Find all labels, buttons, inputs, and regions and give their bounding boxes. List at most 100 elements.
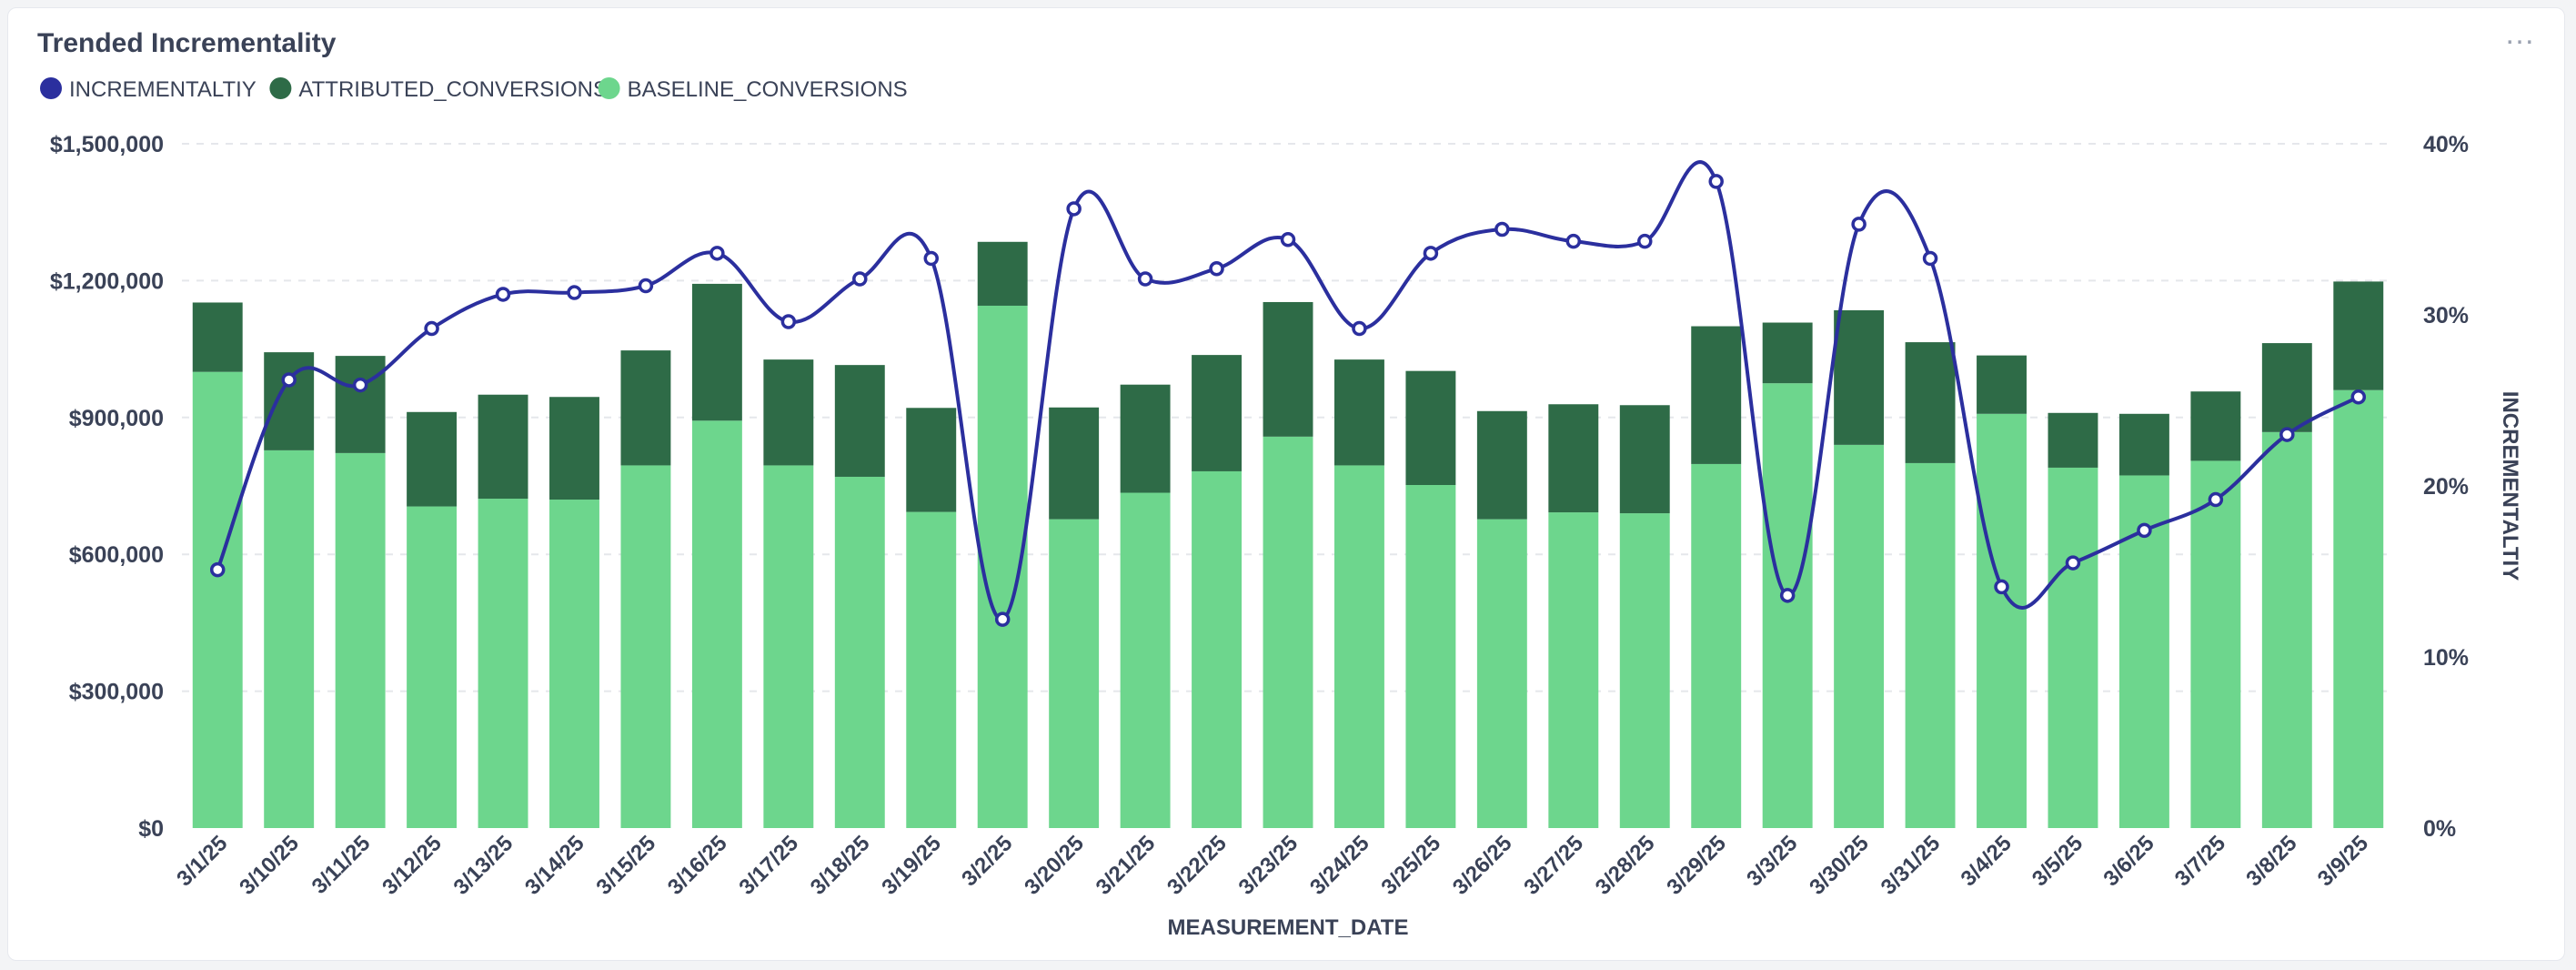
bar-attributed-3/4/25[interactable] (1977, 355, 2027, 414)
incrementality-point-3/22/25[interactable] (1209, 260, 1224, 277)
incrementality-point-3/29/25[interactable] (1708, 174, 1724, 189)
bar-baseline-3/25/25[interactable] (1405, 484, 1456, 828)
bar-attributed-3/28/25[interactable] (1619, 405, 1670, 514)
bar-baseline-3/4/25[interactable] (1977, 413, 2027, 828)
incrementality-point-3/10/25[interactable] (281, 372, 297, 388)
incrementality-point-3/8/25[interactable] (2279, 427, 2295, 442)
bar-attributed-3/5/25[interactable] (2048, 412, 2098, 468)
incrementality-point-3/3/25[interactable] (1779, 588, 1796, 603)
bar-baseline-3/23/25[interactable] (1263, 436, 1313, 828)
bar-attributed-3/26/25[interactable] (1476, 410, 1527, 520)
bar-baseline-3/11/25[interactable] (335, 452, 386, 828)
bar-baseline-3/18/25[interactable] (834, 476, 885, 828)
incrementality-point-3/15/25[interactable] (638, 278, 654, 294)
incrementality-point-3/30/25[interactable] (1851, 217, 1867, 232)
incrementality-point-3/21/25[interactable] (1137, 271, 1153, 287)
bar-attributed-3/24/25[interactable] (1333, 359, 1384, 466)
bar-attributed-3/19/25[interactable] (906, 408, 957, 512)
bar-attributed-3/25/25[interactable] (1405, 370, 1456, 485)
bar-baseline-3/19/25[interactable] (906, 511, 957, 828)
incrementality-point-3/16/25[interactable] (709, 246, 725, 261)
bar-baseline-3/27/25[interactable] (1548, 512, 1599, 828)
bar-attributed-3/22/25[interactable] (1192, 355, 1243, 471)
bar-baseline-3/26/25[interactable] (1476, 519, 1527, 828)
incrementality-point-3/1/25[interactable] (209, 561, 226, 578)
bar-baseline-3/31/25[interactable] (1905, 462, 1956, 828)
bar-baseline-3/12/25[interactable] (407, 506, 458, 828)
incrementality-point-3/18/25[interactable] (852, 271, 868, 287)
bar-attributed-3/18/25[interactable] (834, 365, 885, 477)
bar-baseline-3/28/25[interactable] (1619, 513, 1670, 828)
bar-baseline-3/21/25[interactable] (1120, 492, 1171, 828)
incrementality-point-3/25/25[interactable] (1423, 246, 1439, 261)
y2-tick-label: 20% (2423, 474, 2469, 500)
incrementality-point-3/14/25[interactable] (567, 285, 582, 300)
bar-attributed-3/9/25[interactable] (2333, 281, 2384, 390)
bar-baseline-3/17/25[interactable] (763, 465, 814, 828)
incrementality-point-3/20/25[interactable] (1066, 201, 1082, 217)
incrementality-point-3/7/25[interactable] (2208, 491, 2224, 508)
legend-marker-1[interactable] (269, 77, 292, 99)
bar-baseline-3/7/25[interactable] (2190, 460, 2241, 828)
bar-baseline-3/15/25[interactable] (620, 465, 671, 828)
bar-attributed-3/23/25[interactable] (1263, 301, 1313, 437)
incrementality-point-3/26/25[interactable] (1494, 221, 1510, 237)
legend-label-0[interactable]: INCREMENTALTIY (69, 77, 257, 102)
bar-attributed-3/2/25[interactable] (977, 241, 1028, 306)
incrementality-point-3/27/25[interactable] (1565, 233, 1582, 249)
bar-attributed-3/21/25[interactable] (1120, 384, 1171, 493)
x-tick-label: 3/19/25 (877, 831, 946, 900)
bar-baseline-3/1/25[interactable] (192, 371, 243, 828)
incrementality-point-3/28/25[interactable] (1637, 233, 1653, 249)
incrementality-point-3/4/25[interactable] (1994, 579, 2009, 595)
bar-baseline-3/10/25[interactable] (264, 450, 315, 828)
bar-baseline-3/9/25[interactable] (2333, 389, 2384, 828)
bar-baseline-3/13/25[interactable] (478, 499, 528, 828)
bar-attributed-3/7/25[interactable] (2190, 391, 2241, 461)
bar-attributed-3/14/25[interactable] (549, 397, 599, 500)
incrementality-point-3/17/25[interactable] (780, 314, 797, 329)
bar-baseline-3/3/25[interactable] (1762, 383, 1813, 828)
bar-attributed-3/12/25[interactable] (407, 411, 458, 507)
bar-baseline-3/29/25[interactable] (1691, 463, 1742, 828)
x-tick-label: 3/30/25 (1805, 831, 1874, 900)
bar-attributed-3/16/25[interactable] (691, 283, 742, 421)
incrementality-point-3/24/25[interactable] (1352, 320, 1367, 337)
bar-attributed-3/27/25[interactable] (1548, 404, 1599, 513)
incrementality-point-3/13/25[interactable] (495, 287, 511, 302)
legend-label-2[interactable]: BASELINE_CONVERSIONS (628, 77, 908, 102)
bar-attributed-3/11/25[interactable] (335, 356, 386, 453)
incrementality-point-3/9/25[interactable] (2350, 389, 2367, 405)
incrementality-point-3/5/25[interactable] (2065, 555, 2081, 571)
bar-baseline-3/20/25[interactable] (1049, 519, 1100, 828)
bar-baseline-3/16/25[interactable] (691, 420, 742, 828)
bar-attributed-3/30/25[interactable] (1834, 309, 1885, 445)
bar-attributed-3/20/25[interactable] (1049, 407, 1100, 520)
incrementality-point-3/6/25[interactable] (2137, 522, 2152, 539)
incrementality-point-3/11/25[interactable] (352, 377, 368, 393)
bar-attributed-3/8/25[interactable] (2261, 343, 2312, 432)
x-tick-label: 3/25/25 (1376, 831, 1445, 900)
legend-label-1[interactable]: ATTRIBUTED_CONVERSIONS (298, 77, 608, 102)
bar-baseline-3/24/25[interactable] (1333, 465, 1384, 828)
bar-attributed-3/1/25[interactable] (192, 302, 243, 372)
incrementality-point-3/19/25[interactable] (923, 250, 939, 267)
bar-baseline-3/5/25[interactable] (2048, 467, 2098, 828)
bar-attributed-3/3/25[interactable] (1762, 322, 1813, 384)
bar-attributed-3/17/25[interactable] (763, 359, 814, 466)
bar-baseline-3/14/25[interactable] (549, 500, 599, 828)
bar-attributed-3/29/25[interactable] (1691, 326, 1742, 464)
bar-baseline-3/8/25[interactable] (2261, 431, 2312, 828)
bar-baseline-3/30/25[interactable] (1834, 444, 1885, 828)
incrementality-point-3/2/25[interactable] (994, 611, 1011, 627)
incrementality-point-3/31/25[interactable] (1922, 250, 1938, 267)
bar-attributed-3/31/25[interactable] (1905, 342, 1956, 463)
bar-baseline-3/22/25[interactable] (1192, 470, 1243, 828)
legend-marker-2[interactable] (598, 77, 620, 99)
bar-attributed-3/13/25[interactable] (478, 394, 528, 500)
bar-attributed-3/6/25[interactable] (2118, 413, 2169, 476)
bar-attributed-3/15/25[interactable] (620, 350, 671, 466)
incrementality-point-3/23/25[interactable] (1280, 232, 1296, 248)
legend-marker-0[interactable] (40, 77, 62, 99)
incrementality-point-3/12/25[interactable] (424, 320, 439, 337)
